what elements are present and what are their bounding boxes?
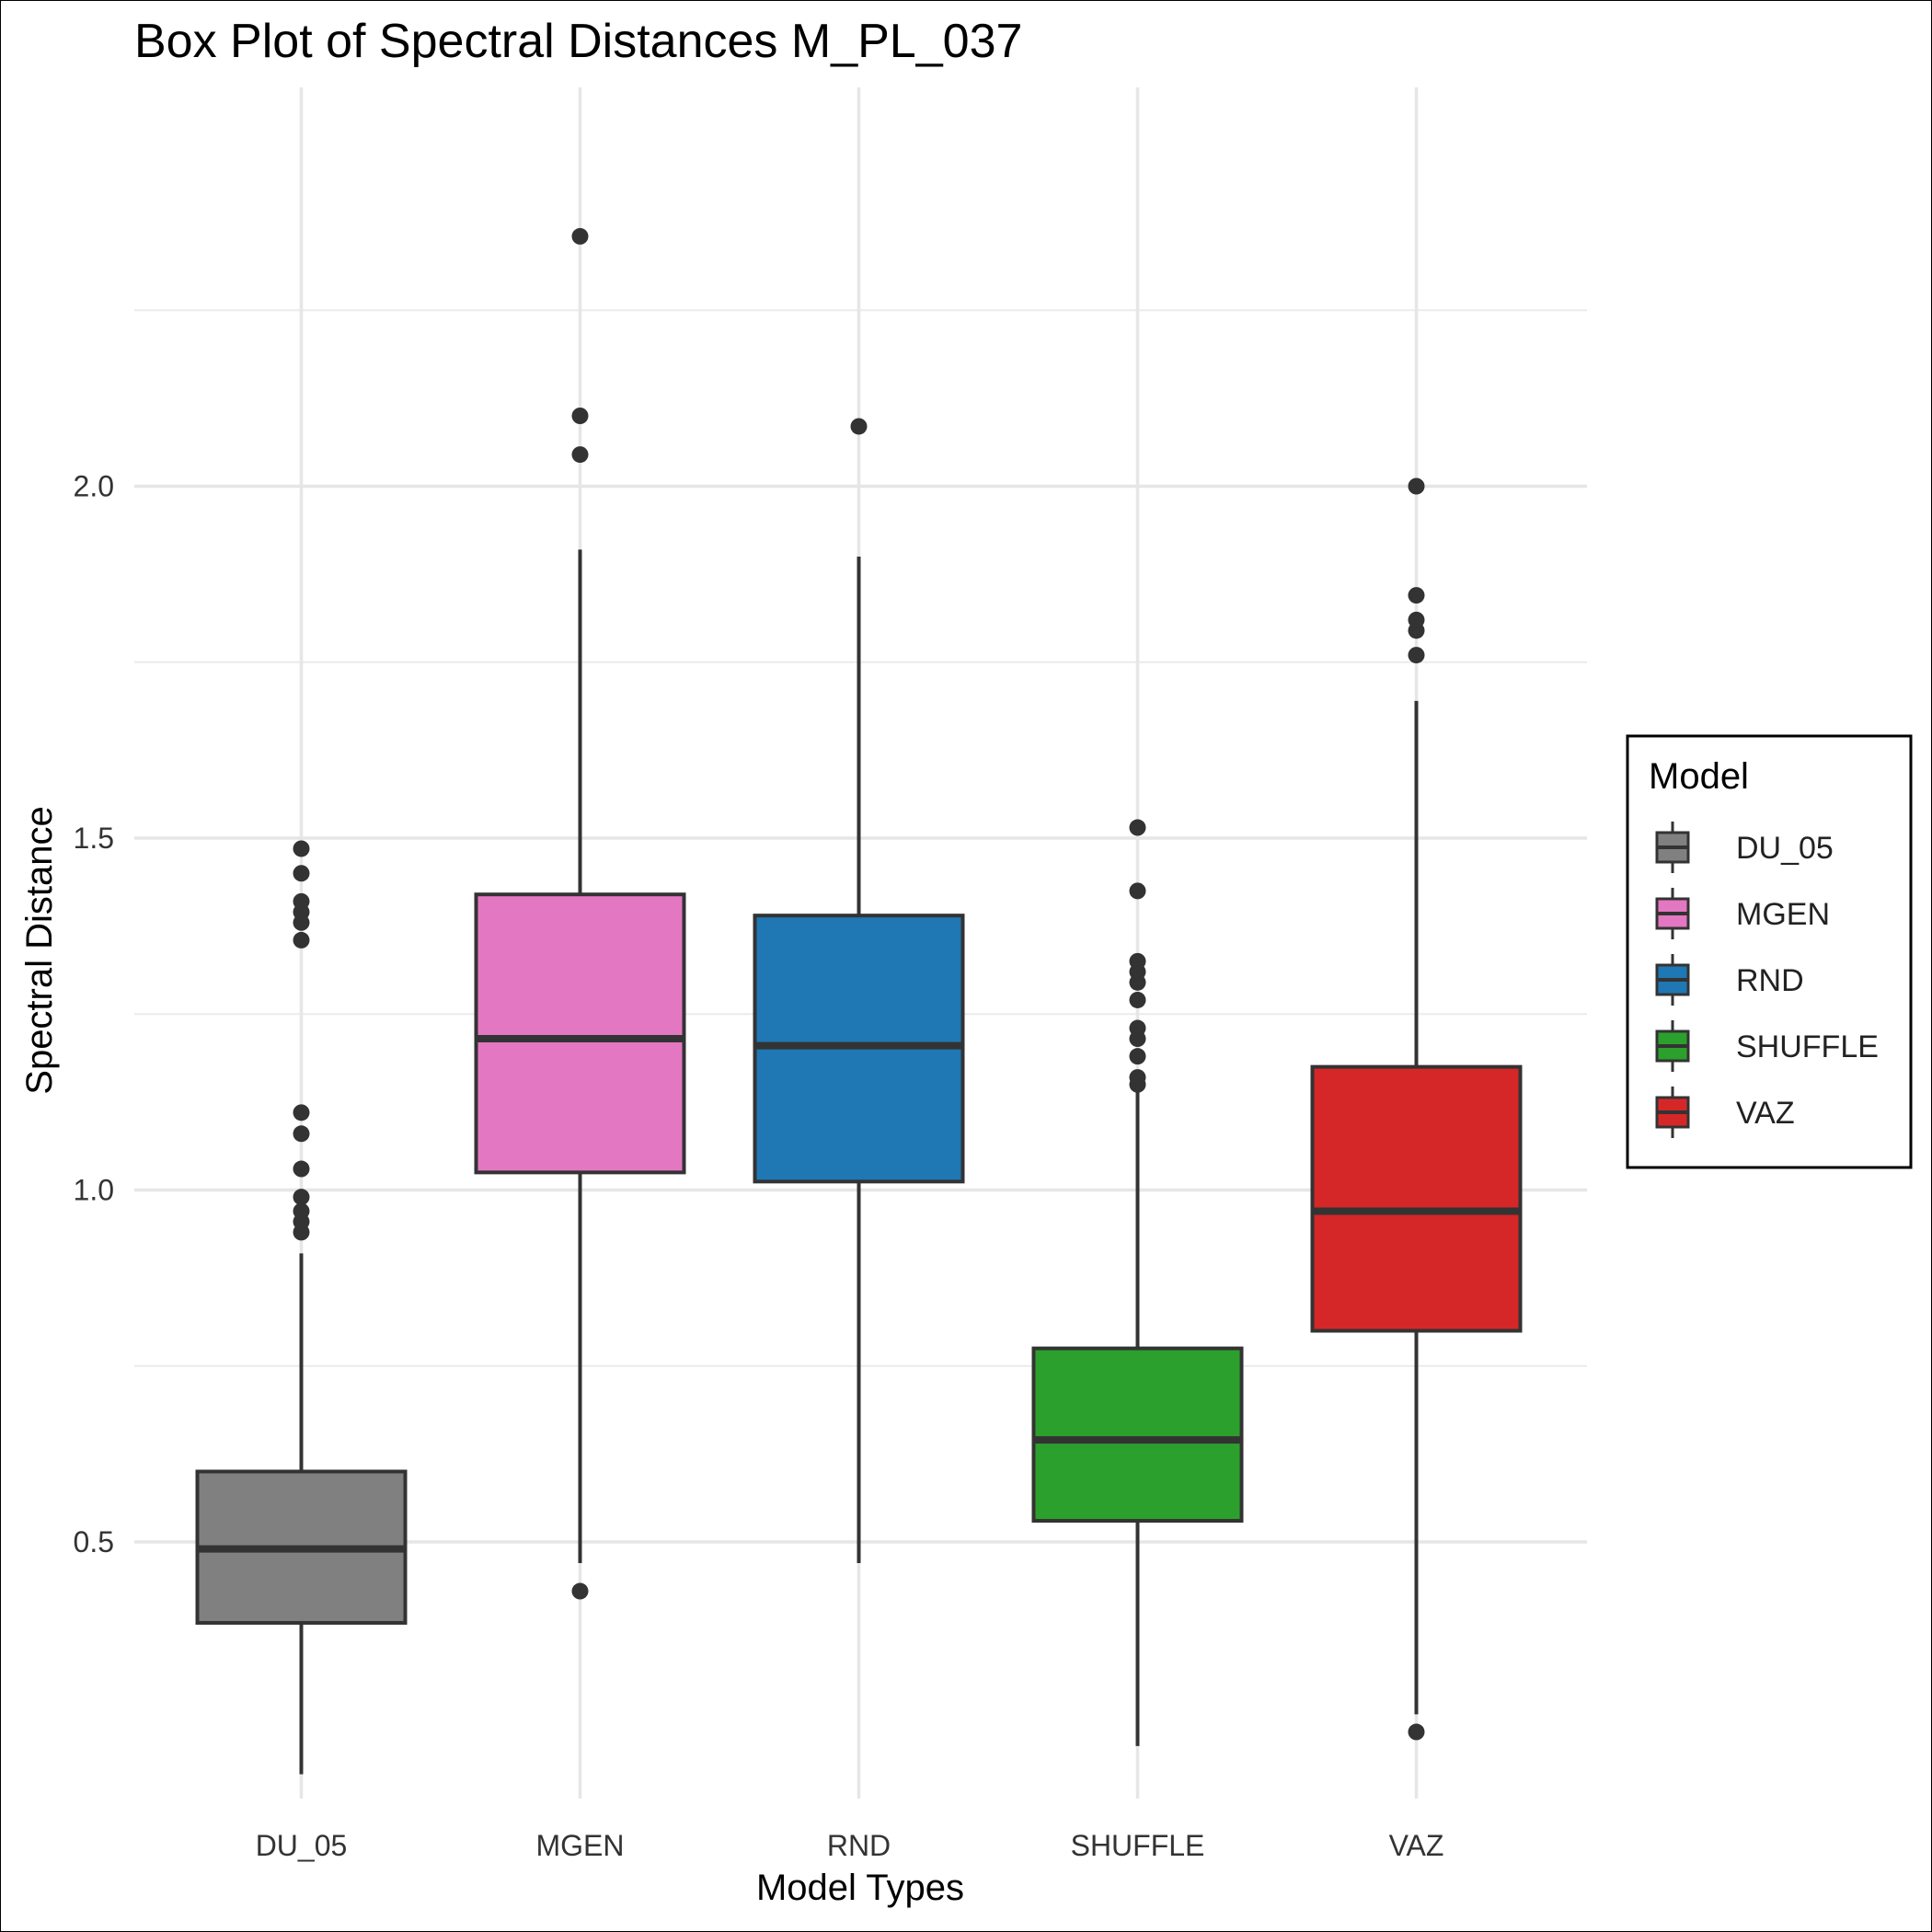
outlier-point <box>571 408 589 424</box>
box-shuffle <box>1031 819 1244 1746</box>
box-plots <box>195 227 1523 1775</box>
y-tick-label: 1.0 <box>74 1174 114 1207</box>
legend-item-shuffle: SHUFFLE <box>1655 1020 1879 1072</box>
legend-label: RND <box>1736 963 1804 998</box>
outlier-point <box>293 840 310 857</box>
outlier-point <box>1129 952 1146 970</box>
box-vaz <box>1310 477 1523 1741</box>
x-tick-label: VAZ <box>1389 1829 1444 1862</box>
outlier-point <box>293 1189 310 1206</box>
outlier-point <box>1129 882 1146 900</box>
outlier-point <box>850 418 868 435</box>
box-body <box>1310 1064 1523 1333</box>
box-body <box>1031 1346 1244 1524</box>
x-tick-label: MGEN <box>536 1829 625 1862</box>
outlier-point <box>293 1202 310 1220</box>
outlier-point <box>293 1125 310 1143</box>
box-du-05 <box>195 840 408 1775</box>
outlier-point <box>1408 647 1425 664</box>
outlier-point <box>1129 1069 1146 1087</box>
y-tick-label: 2.0 <box>74 470 114 503</box>
legend-item-rnd: RND <box>1655 954 1804 1006</box>
outlier-point <box>293 865 310 882</box>
outlier-point <box>1129 991 1146 1008</box>
legend-label: MGEN <box>1736 897 1830 932</box>
legend: Model DU_05 MGEN RND SHUFFLE VAZ <box>1626 734 1913 1169</box>
y-axis-title: Spectral Distance <box>19 806 60 1094</box>
outlier-point <box>571 227 589 245</box>
outlier-point <box>571 446 589 464</box>
x-tick-label: RND <box>827 1829 891 1862</box>
box-body <box>474 892 686 1175</box>
outlier-point <box>1408 477 1425 495</box>
outlier-point <box>293 931 310 949</box>
legend-label: DU_05 <box>1736 831 1834 866</box>
outlier-point <box>293 1104 310 1121</box>
outlier-point <box>1408 587 1425 604</box>
legend-label: VAZ <box>1736 1096 1795 1131</box>
outlier-point <box>1408 1723 1425 1741</box>
outlier-point <box>293 1160 310 1178</box>
outlier-point <box>293 892 310 910</box>
box-rnd <box>753 418 965 1563</box>
outlier-point <box>1129 1048 1146 1065</box>
legend-item-vaz: VAZ <box>1655 1087 1795 1138</box>
y-tick-label: 0.5 <box>74 1525 114 1558</box>
x-axis-title: Model Types <box>756 1868 964 1908</box>
outlier-point <box>1129 819 1146 836</box>
y-tick-label: 1.5 <box>74 822 114 855</box>
x-tick-label: DU_05 <box>256 1829 348 1862</box>
box-mgen <box>474 227 686 1600</box>
legend-item-du-05: DU_05 <box>1655 822 1834 873</box>
outlier-point <box>1129 1019 1146 1037</box>
legend-label: SHUFFLE <box>1736 1029 1879 1064</box>
legend-title: Model <box>1649 756 1749 797</box>
x-tick-label: SHUFFLE <box>1071 1829 1205 1862</box>
chart-title: Box Plot of Spectral Distances M_PL_037 <box>134 15 1022 68</box>
outlier-point <box>571 1582 589 1600</box>
legend-box <box>1626 734 1913 1169</box>
axis-ticks: 0.5 1.0 1.5 2.0 DU_05 MGEN RND SHUFFLE VAZ <box>74 470 1444 1863</box>
outlier-point <box>1408 611 1425 628</box>
legend-items: DU_05 MGEN RND SHUFFLE VAZ <box>1655 822 1879 1138</box>
legend-item-mgen: MGEN <box>1655 888 1830 939</box>
